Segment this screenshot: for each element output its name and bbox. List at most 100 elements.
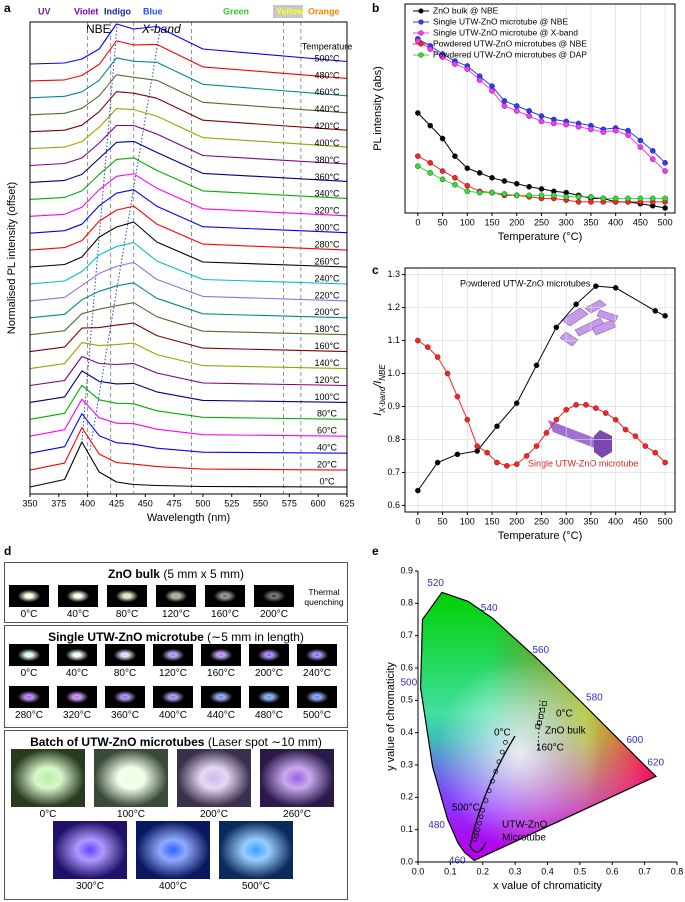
section-title-main: Batch of UTW-ZnO microtubes [30,735,205,749]
data-point [483,798,489,803]
x-tick-label: 0.7 [638,866,651,876]
data-point [553,324,560,331]
x-tick-label: 450 [633,516,648,526]
data-point [662,313,668,319]
data-point [473,830,479,836]
legend-marker [418,8,424,14]
y-tick-label: 0.7 [387,467,400,477]
region-label: Yellow [276,6,305,16]
data-point [454,451,461,458]
y-tick-label: 0.7 [400,630,413,640]
data-point [575,194,582,200]
trend-line [89,29,161,451]
photo [58,585,98,607]
photo [53,821,127,879]
photo-caption: 160°C [211,609,239,620]
data-point [501,103,508,109]
photo-section: Batch of UTW-ZnO microtubes (Laser spot … [4,730,348,900]
section-title-detail: (∼5 mm in length) [207,630,304,644]
photo-caption: 280°C [15,710,43,721]
data-point [415,153,421,159]
photo [11,749,85,807]
data-point [583,402,589,408]
data-point [452,174,458,181]
data-point [496,759,502,765]
data-point [526,192,532,199]
data-point [434,459,441,466]
data-point [662,205,668,211]
inset-tube [548,420,612,458]
legend-marker [418,19,424,25]
data-point [563,194,570,200]
data-point [652,449,659,456]
photo-caption: 400°C [159,881,187,892]
data-point [551,192,557,199]
data-point [540,707,545,713]
wavelength-label: 480 [428,820,445,831]
data-point [526,113,532,119]
y-tick-label: 0.4 [400,727,413,737]
data-point [513,400,520,406]
spectrum [29,108,348,150]
x-tick-label: 475 [167,498,182,508]
wavelength-label: 620 [647,758,664,769]
photo-caption: 440°C [207,710,235,721]
legend-label: 360°C [314,172,340,182]
y-tick-label: 0.8 [400,598,413,608]
wavelength-label: 540 [481,603,498,614]
data-point [575,123,582,130]
photo [254,585,294,607]
data-point [533,443,540,449]
x-tick-label: 550 [253,498,268,508]
x-tick-label: 250 [534,516,549,526]
spectrum [29,398,348,437]
photo [57,686,97,708]
data-point [424,344,431,350]
photo [57,644,97,666]
legend-label: 460°C [314,87,340,97]
data-point [434,354,441,360]
data-point [588,199,594,205]
legend-label: Powdered UTW-ZnO microtubes @ DAP [433,49,587,59]
photo-caption: 0°C [20,609,38,620]
data-point [575,199,582,205]
data-point [588,126,594,133]
data-point [480,807,486,813]
x-tick-label: 350 [583,217,598,227]
legend-marker [418,30,424,36]
data-point [489,174,495,181]
x-tick-label: 50 [438,516,448,526]
y-tick-label: 1.3 [387,269,400,279]
spectrum [29,302,348,336]
data-point [464,182,471,189]
plot-frame [404,3,676,214]
data-point [662,459,668,466]
legend-label: 60°C [317,426,338,436]
photo-caption: 160°C [207,668,235,679]
legend-label: 240°C [314,273,340,283]
data-point [439,135,446,142]
data-point [489,88,495,94]
photo-caption: 400°C [159,710,187,721]
data-point [612,127,619,134]
data-point [526,108,532,114]
x-tick-label: 0.8 [671,866,684,876]
annotation: UTW-ZnO [502,820,548,831]
spectrum [29,342,348,370]
spectrum [29,91,348,133]
data-point [513,461,520,467]
y-axis-title: y value of chromaticity [385,662,397,771]
section-note: Thermal quenching [304,587,344,607]
data-point [464,188,471,195]
annotation: 0°C [494,728,511,739]
peak-label: X-band [141,22,181,36]
data-point [476,170,483,176]
data-point [452,153,458,159]
section-title-detail: (Laser spot ∼10 mm) [207,735,322,749]
section-title: Batch of UTW-ZnO microtubes (Laser spot … [5,735,347,749]
photo-caption: 200°C [255,668,283,679]
data-point [533,362,540,369]
data-point [535,723,541,729]
data-point [489,189,495,196]
